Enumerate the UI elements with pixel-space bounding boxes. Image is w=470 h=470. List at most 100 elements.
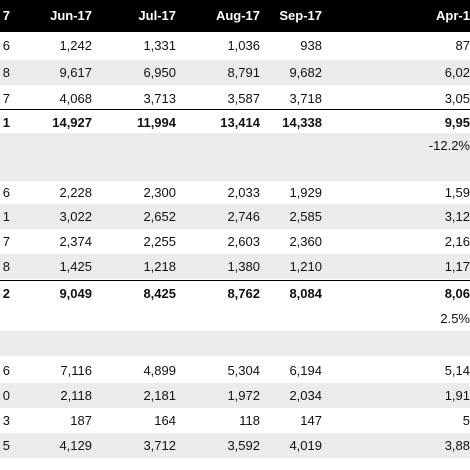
cell: 6,02 bbox=[444, 64, 470, 80]
table-row: 3 187 164 118 147 5 bbox=[0, 408, 470, 433]
cell: 6 bbox=[2, 37, 10, 53]
header-bar: 7 Jun-17 Jul-17 Aug-17 Sep-17 Apr-1 bbox=[0, 0, 470, 32]
cell: 6 bbox=[2, 362, 10, 378]
cell: 1,17 bbox=[444, 258, 470, 274]
cell: 2,033 bbox=[227, 184, 260, 200]
column-header: Jun-17 bbox=[50, 8, 92, 23]
cell: 2,652 bbox=[143, 208, 176, 224]
cell: 2,300 bbox=[143, 184, 176, 200]
table-row: 7 2,374 2,255 2,603 2,360 2,16 bbox=[0, 229, 470, 254]
cell: 3,712 bbox=[143, 437, 176, 453]
column-header: Apr-1 bbox=[436, 8, 470, 23]
cell: 5,304 bbox=[227, 362, 260, 378]
cell: 8,762 bbox=[227, 285, 260, 301]
cell: 3,587 bbox=[227, 90, 260, 106]
table-row bbox=[0, 155, 470, 181]
total-row: 2 9,049 8,425 8,762 8,084 8,06 bbox=[0, 279, 470, 306]
table-row bbox=[0, 330, 470, 356]
cell: 938 bbox=[300, 37, 322, 53]
cell: 5 bbox=[462, 412, 470, 428]
table-row: 0 2,118 2,181 1,972 2,034 1,91 bbox=[0, 382, 470, 408]
cell: 7,116 bbox=[60, 362, 92, 378]
cell: 4,019 bbox=[289, 437, 322, 453]
cell: 2,360 bbox=[289, 233, 322, 249]
cell: 9,682 bbox=[289, 64, 322, 80]
cell: 2,585 bbox=[289, 208, 322, 224]
cell: 2,255 bbox=[143, 233, 176, 249]
cell: 1,425 bbox=[59, 258, 92, 274]
column-header: 7 bbox=[2, 8, 10, 23]
cell: 4,129 bbox=[59, 437, 92, 453]
cell: 2,603 bbox=[227, 233, 260, 249]
cell: 3,12 bbox=[444, 208, 470, 224]
cell: 8 bbox=[2, 258, 10, 274]
cell: 4,899 bbox=[143, 362, 176, 378]
table-row: 8 9,617 6,950 8,791 9,682 6,02 bbox=[0, 59, 470, 85]
column-header: Jul-17 bbox=[138, 8, 176, 23]
column-header: Sep-17 bbox=[279, 8, 322, 23]
cell: 2,228 bbox=[59, 184, 92, 200]
cell: 2.5% bbox=[440, 310, 470, 326]
cell: 2,746 bbox=[227, 208, 260, 224]
cell: 3,022 bbox=[59, 208, 92, 224]
cell: 0 bbox=[2, 387, 10, 403]
cell: 1,929 bbox=[289, 184, 322, 200]
table-row: 6 1,242 1,331 1,036 938 87 bbox=[0, 33, 470, 58]
cell: 2,034 bbox=[289, 387, 322, 403]
table-row: 6 7,116 4,899 5,304 6,194 5,14 bbox=[0, 358, 470, 383]
cell: 118 bbox=[239, 412, 260, 428]
table-row: 7 4,068 3,713 3,587 3,718 3,05 bbox=[0, 86, 470, 111]
cell: 1 bbox=[2, 114, 10, 130]
cell: 1,331 bbox=[143, 37, 176, 53]
cell: 3,05 bbox=[444, 90, 470, 106]
cell: 3,718 bbox=[289, 90, 322, 106]
cell: 164 bbox=[154, 412, 176, 428]
cell: 147 bbox=[300, 412, 322, 428]
table-row: 1 3,022 2,652 2,746 2,585 3,12 bbox=[0, 203, 470, 229]
cell: 2,16 bbox=[444, 233, 470, 249]
cell: 1,036 bbox=[227, 37, 260, 53]
column-header: Aug-17 bbox=[215, 8, 260, 23]
cell: 1,91 bbox=[444, 387, 470, 403]
cell: 3 bbox=[2, 412, 10, 428]
cell: 1,972 bbox=[227, 387, 260, 403]
cell: 5,14 bbox=[444, 362, 470, 378]
table-row: 5 4,129 3,712 3,592 4,019 3,88 bbox=[0, 432, 470, 458]
cell: 87 bbox=[455, 37, 470, 53]
table-row: 6 2,228 2,300 2,033 1,929 1,59 bbox=[0, 180, 470, 205]
cell: 7 bbox=[2, 90, 10, 106]
cell: 6,194 bbox=[289, 362, 322, 378]
table-row: 8 1,425 1,218 1,380 1,210 1,17 bbox=[0, 253, 470, 279]
cell: 8 bbox=[2, 64, 10, 80]
cell: 3,592 bbox=[227, 437, 260, 453]
cell: 8,084 bbox=[289, 285, 322, 301]
table-row: 2.5% bbox=[0, 306, 470, 331]
cell: 2,374 bbox=[59, 233, 92, 249]
cell: 9,049 bbox=[59, 285, 92, 301]
cell: 1,380 bbox=[227, 258, 260, 274]
cell: 6,950 bbox=[143, 64, 176, 80]
cell: 11,994 bbox=[136, 114, 176, 130]
cell: 13,414 bbox=[220, 114, 260, 130]
cell: 1,218 bbox=[143, 258, 176, 274]
cell: 7 bbox=[2, 233, 10, 249]
cell: 9,95 bbox=[444, 114, 470, 130]
cell: 1 bbox=[2, 208, 10, 224]
cell: 8,425 bbox=[143, 285, 176, 301]
cell: 6 bbox=[2, 184, 10, 200]
cell: 5 bbox=[2, 437, 10, 453]
cell: 8,06 bbox=[444, 285, 470, 301]
cell: 2 bbox=[2, 285, 10, 301]
cell: 14,338 bbox=[282, 114, 322, 130]
cell: 14,927 bbox=[52, 114, 92, 130]
cell: 3,88 bbox=[444, 437, 470, 453]
cell: 1,59 bbox=[444, 184, 470, 200]
table-row: -12.2% bbox=[0, 132, 470, 158]
cell: 187 bbox=[70, 412, 92, 428]
cell: 8,791 bbox=[227, 64, 260, 80]
cell: 9,617 bbox=[59, 64, 92, 80]
cell: 1,210 bbox=[289, 258, 322, 274]
cell: 2,181 bbox=[143, 387, 176, 403]
